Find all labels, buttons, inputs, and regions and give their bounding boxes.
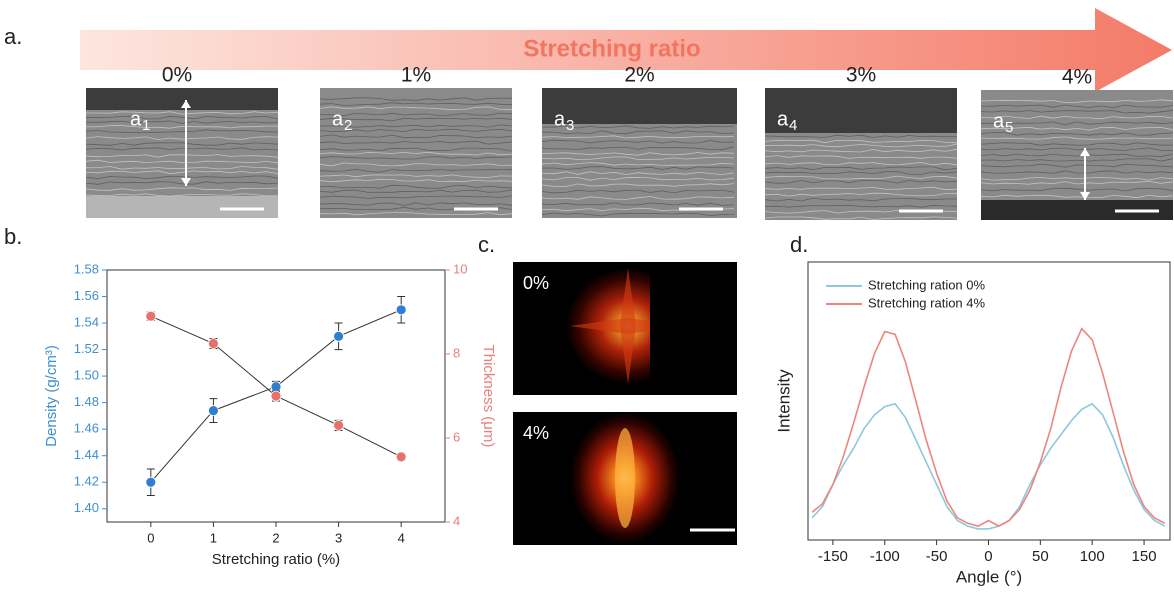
x-axis-label: Angle (°) — [956, 567, 1022, 586]
image-label: a — [777, 108, 789, 130]
ratio-label: 2% — [624, 64, 654, 87]
x-tick-label: 100 — [1080, 548, 1105, 565]
x-tick-label: -100 — [870, 548, 900, 565]
panel-label: b. — [4, 224, 22, 249]
y2-axis-label: Thickness (μm) — [480, 345, 497, 448]
data-point — [271, 391, 281, 401]
data-point — [208, 339, 218, 349]
y2-tick-label: 6 — [453, 429, 460, 444]
fft-label: 0% — [523, 273, 549, 293]
ratio-label: 3% — [846, 64, 876, 87]
y-tick-label: 1.50 — [74, 368, 99, 383]
image-label-sub: 2 — [344, 117, 352, 134]
x-tick-label: 4 — [398, 530, 405, 545]
fft-image — [650, 262, 737, 395]
figure: a. b. c. d. Stretching ratio 0% 4% 0%a11… — [0, 0, 1174, 592]
y-axis-label: Intensity — [774, 369, 793, 433]
panel-label: c. — [478, 232, 495, 257]
image-label: a — [993, 110, 1005, 132]
x-tick-label: 50 — [1032, 548, 1049, 565]
data-point — [396, 452, 406, 462]
image-label-sub: 5 — [1005, 119, 1013, 136]
x-tick-label: -50 — [926, 548, 948, 565]
x-tick-label: 0 — [147, 530, 154, 545]
fft-pattern — [570, 412, 680, 544]
data-point — [146, 311, 156, 321]
x-tick-label: 1 — [210, 530, 217, 545]
legend-label: Stretching ration 4% — [868, 295, 986, 310]
y2-tick-label: 10 — [453, 261, 467, 276]
panel-label: d. — [790, 232, 808, 257]
arrow-label: Stretching ratio — [523, 35, 700, 62]
y2-tick-label: 8 — [453, 345, 460, 360]
fft-label: 4% — [523, 423, 549, 443]
y-tick-label: 1.52 — [74, 341, 99, 356]
image-label: a — [332, 108, 344, 130]
image-label-sub: 1 — [142, 117, 150, 134]
sem-images — [86, 88, 1173, 220]
ratio-label: 4% — [1062, 66, 1092, 89]
legend-label: Stretching ration 0% — [868, 277, 986, 292]
series-line — [812, 404, 1165, 529]
plot-frame — [808, 262, 1170, 540]
data-point — [334, 420, 344, 430]
y-axis-label: Density (g/cm³) — [43, 345, 60, 447]
y-tick-label: 1.40 — [74, 500, 99, 515]
y-tick-label: 1.54 — [74, 314, 99, 329]
y-tick-label: 1.48 — [74, 394, 99, 409]
panel-label: a. — [4, 24, 22, 49]
sem-substrate — [86, 196, 278, 218]
x-tick-label: 0 — [984, 548, 992, 565]
image-label: a — [130, 108, 142, 130]
x-axis-label: Stretching ratio (%) — [212, 551, 340, 568]
ratio-label: 0% — [162, 64, 192, 87]
data-point — [396, 305, 406, 315]
y-tick-label: 1.56 — [74, 288, 99, 303]
data-point — [334, 331, 344, 341]
image-label-sub: 3 — [566, 117, 574, 134]
x-tick-label: 2 — [272, 530, 279, 545]
data-point — [271, 382, 281, 392]
x-tick-label: 3 — [335, 530, 342, 545]
x-tick-label: 150 — [1132, 548, 1157, 565]
y-tick-label: 1.46 — [74, 421, 99, 436]
data-point — [208, 406, 218, 416]
y2-tick-label: 4 — [453, 513, 460, 528]
x-tick-label: -150 — [818, 548, 848, 565]
ratio-label: 1% — [401, 64, 431, 87]
y-tick-label: 1.58 — [74, 261, 99, 276]
image-label: a — [554, 108, 566, 130]
y-tick-label: 1.44 — [74, 447, 99, 462]
y-tick-label: 1.42 — [74, 474, 99, 489]
data-point — [146, 477, 156, 487]
image-label-sub: 4 — [789, 117, 797, 134]
